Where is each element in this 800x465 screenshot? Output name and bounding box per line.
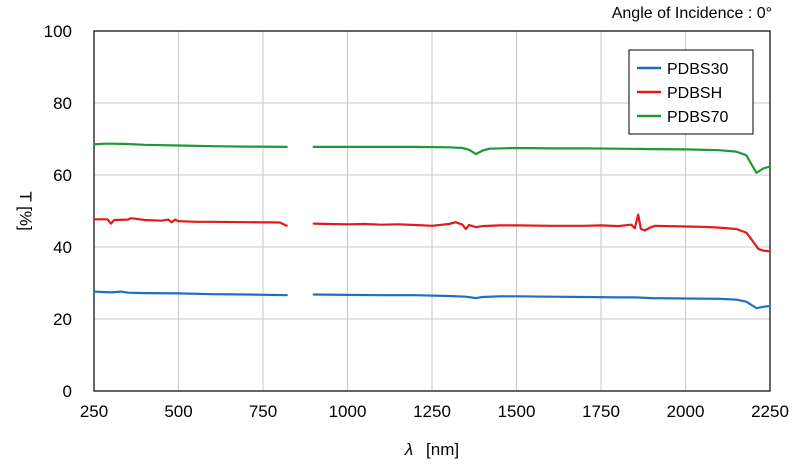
legend: PDBS30 PDBSH PDBS70 (628, 49, 754, 135)
y-axis-title: T [%] (16, 191, 35, 230)
x-tick-label: 1750 (582, 402, 620, 421)
x-tick-label: 1250 (413, 402, 451, 421)
y-tick-label: 0 (63, 382, 72, 401)
x-axis-symbol: λ (404, 440, 413, 459)
x-tick-label: 250 (80, 402, 108, 421)
x-axis-unit: [nm] (426, 440, 459, 459)
angle-of-incidence-annotation: Angle of Incidence : 0° (612, 5, 772, 22)
series-line-pdbs30-segment-2 (312, 293, 772, 310)
series-line-pdbs70-segment-1 (92, 142, 288, 148)
y-tick-label: 80 (53, 94, 72, 113)
x-axis-title: λ [nm] (404, 440, 459, 459)
series-line-pdbs30-segment-1 (92, 290, 288, 297)
y-tick-label: 40 (53, 238, 72, 257)
x-axis: 250 500 750 1000 1250 1500 1750 2000 2250 (80, 402, 789, 421)
series-group (92, 142, 772, 310)
legend-label-pdbs30: PDBS30 (667, 61, 728, 78)
grid (94, 31, 770, 391)
x-tick-label: 2000 (667, 402, 705, 421)
x-tick-label: 500 (164, 402, 192, 421)
x-tick-label: 1500 (498, 402, 536, 421)
x-tick-label: 750 (249, 402, 277, 421)
series-line-pdbsh-segment-2 (312, 213, 772, 253)
plot-area (93, 30, 771, 392)
legend-label-pdbsh: PDBSH (667, 85, 722, 102)
y-tick-label: 60 (53, 166, 72, 185)
series-line-pdbs70-segment-2 (312, 145, 772, 174)
legend-label-pdbs70: PDBS70 (667, 109, 728, 126)
series-line-pdbsh-segment-1 (92, 217, 288, 227)
y-tick-label: 20 (53, 310, 72, 329)
y-tick-label: 100 (44, 22, 72, 41)
x-tick-label: 1000 (329, 402, 367, 421)
x-tick-label: 2250 (751, 402, 789, 421)
y-axis: 0 20 40 60 80 100 (44, 22, 72, 401)
